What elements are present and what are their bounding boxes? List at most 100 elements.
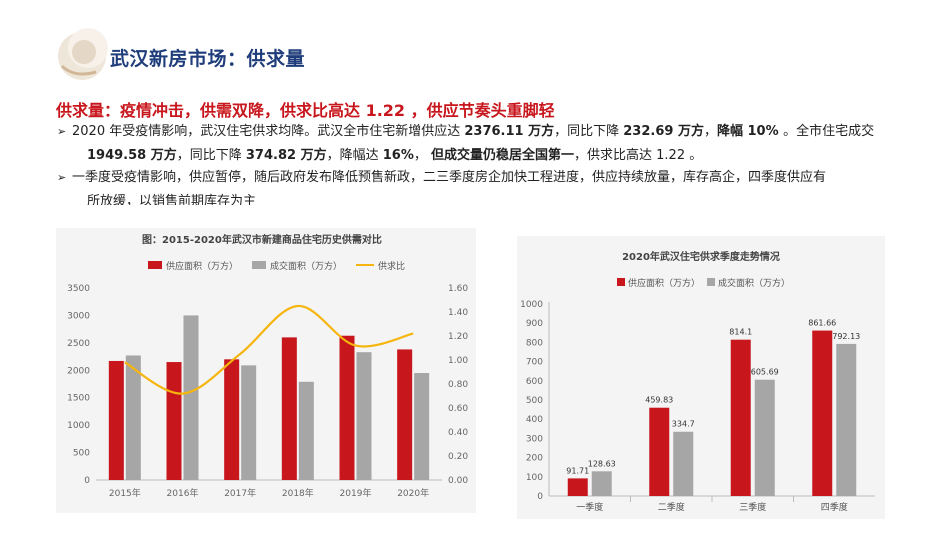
chart-title: 图：2015-2020年武汉市新建商品住宅历史供需对比: [142, 233, 382, 246]
legend-label: 成交面积（万方）: [718, 277, 790, 289]
bullet-1-supply-drop: 232.69 万方: [623, 124, 704, 139]
y2-tick-label: 1.20: [448, 332, 468, 342]
bullet-1-text: 。全市住宅成交: [783, 124, 875, 139]
x-tick-label: 二季度: [658, 501, 685, 513]
logo-icon: [58, 28, 108, 80]
y-tick-label: 400: [526, 415, 543, 425]
bullet-arrow-icon: ➢: [57, 125, 67, 138]
y-tick-label: 3000: [67, 311, 90, 321]
bar-supply: [339, 335, 355, 480]
bullet-1-text: ，: [413, 148, 431, 163]
bullet-2-line2: 所放缓，以销售前期库存为主: [72, 193, 907, 205]
legend-swatch: [252, 261, 266, 269]
bar-deal: [414, 373, 430, 480]
bullet-1-supply-pct: 降幅 10%: [716, 124, 784, 139]
data-label: 814.1: [729, 328, 752, 337]
bullet-2: ➢ 一季度受疫情影响，供应暂停，随后政府发布降低预售新政，二三季度房企加快工程进…: [57, 169, 907, 205]
data-label: 128.63: [588, 459, 616, 468]
bullet-1-text: ，: [703, 124, 717, 139]
y-tick-label: 2000: [67, 366, 90, 376]
y-tick-label: 0: [84, 476, 90, 486]
chart-title: 2020年武汉住宅供求季度走势情况: [622, 250, 780, 263]
bar-supply: [397, 349, 413, 480]
y-tick-label: 2500: [67, 339, 90, 349]
y-tick-label: 3500: [67, 284, 90, 294]
x-tick-label: 2019年: [340, 487, 372, 499]
bullet-1-rank: 但成交量仍稳居全国第一: [431, 148, 575, 163]
bar-supply: [567, 478, 588, 496]
x-tick-label: 2015年: [109, 487, 141, 499]
legend-swatch: [707, 278, 715, 286]
x-tick-label: 三季度: [739, 501, 766, 513]
data-label: 861.66: [808, 319, 836, 328]
legend-swatch: [617, 278, 625, 286]
bar-supply: [730, 339, 751, 496]
data-label: 334.7: [672, 420, 695, 429]
bar-supply: [281, 337, 297, 480]
y-tick-label: 1000: [520, 300, 543, 310]
data-label: 459.83: [645, 396, 673, 405]
x-tick-label: 一季度: [576, 501, 603, 513]
bullet-1-deal-drop: 374.82 万方: [245, 148, 327, 163]
y2-tick-label: 0.20: [448, 452, 468, 462]
headline: 供求量：疫情冲击，供需双降，供求比高达 1.22 ，供应节奏头重脚轻: [56, 101, 555, 120]
y-tick-label: 600: [526, 377, 543, 387]
bullet-1-text: ，降幅达: [326, 148, 383, 163]
bar-deal: [836, 343, 857, 496]
history-chart-panel: 图：2015-2020年武汉市新建商品住宅历史供需对比 供应面积（万方） 成交面积（…: [56, 228, 476, 513]
bar-supply: [224, 359, 240, 480]
x-tick-label: 四季度: [821, 501, 848, 513]
bar-deal: [183, 315, 199, 480]
bullet-2-text: 一季度受疫情影响，供应暂停，随后政府发布降低预售新政，二三季度房企加快工程进度，…: [72, 170, 827, 185]
y-tick-label: 1500: [67, 394, 90, 404]
y2-tick-label: 0.40: [448, 428, 468, 438]
page-title: 武汉新房市场：供求量: [110, 48, 306, 70]
y-tick-label: 0: [537, 492, 543, 502]
y2-tick-label: 0.80: [448, 380, 468, 390]
bullet-list: ➢ 2020 年受疫情影响，武汉住宅供求均降。武汉全市住宅新增供应达 2376.…: [57, 123, 907, 205]
y-tick-label: 300: [526, 434, 543, 444]
y2-tick-label: 0.00: [448, 476, 468, 486]
bullet-1: ➢ 2020 年受疫情影响，武汉住宅供求均降。武汉全市住宅新增供应达 2376.…: [57, 123, 907, 165]
bullet-1-text: ，供求比高达 1.22 。: [574, 148, 703, 163]
y2-tick-label: 0.60: [448, 404, 468, 414]
ratio-line: [124, 304, 414, 395]
x-tick-label: 2018年: [282, 487, 314, 499]
bar-supply: [812, 330, 833, 496]
legend-swatch: [148, 261, 162, 269]
y-tick-label: 500: [73, 449, 90, 459]
data-label: 91.71: [566, 466, 589, 475]
bar-deal: [298, 381, 314, 480]
data-label: 792.13: [832, 332, 860, 341]
bullet-1-text: 2020 年受疫情影响，武汉住宅供求均降。武汉全市住宅新增供应达: [72, 124, 465, 139]
bullet-1-line2: 1949.58 万方，同比下降 374.82 万方，降幅达 16%， 但成交量仍…: [72, 147, 907, 165]
y2-tick-label: 1.00: [448, 356, 468, 366]
bar-supply: [108, 360, 124, 480]
y2-tick-label: 1.60: [448, 284, 468, 294]
bar-deal: [754, 379, 775, 496]
data-label: 605.69: [751, 368, 779, 377]
bullet-1-text: ，同比下降: [554, 124, 624, 139]
bar-deal: [356, 352, 372, 480]
y2-tick-label: 1.40: [448, 308, 468, 318]
x-tick-label: 2016年: [167, 487, 199, 499]
bar-deal: [591, 471, 612, 496]
legend-label: 供应面积（万方）: [628, 277, 700, 289]
bullet-arrow-icon: ➢: [57, 171, 67, 184]
x-tick-label: 2020年: [397, 487, 429, 499]
bullet-2-text-clipped: 所放缓，以销售前期库存为主: [87, 194, 257, 205]
bar-deal: [673, 431, 694, 496]
quarterly-chart-panel: 2020年武汉住宅供求季度走势情况 供应面积（万方） 成交面积（万方） 0 100 200…: [517, 236, 885, 519]
bar-supply: [166, 362, 182, 480]
y-tick-label: 800: [526, 338, 543, 348]
bar-deal: [125, 355, 141, 480]
bullet-1-text: ，同比下降: [176, 148, 246, 163]
y-tick-label: 200: [526, 454, 543, 464]
y-tick-label: 1000: [67, 421, 90, 431]
bullet-1-deal: 1949.58 万方: [87, 148, 177, 163]
legend-label: 供求比: [378, 260, 405, 272]
y-tick-label: 500: [526, 396, 543, 406]
bar-deal: [241, 365, 257, 480]
